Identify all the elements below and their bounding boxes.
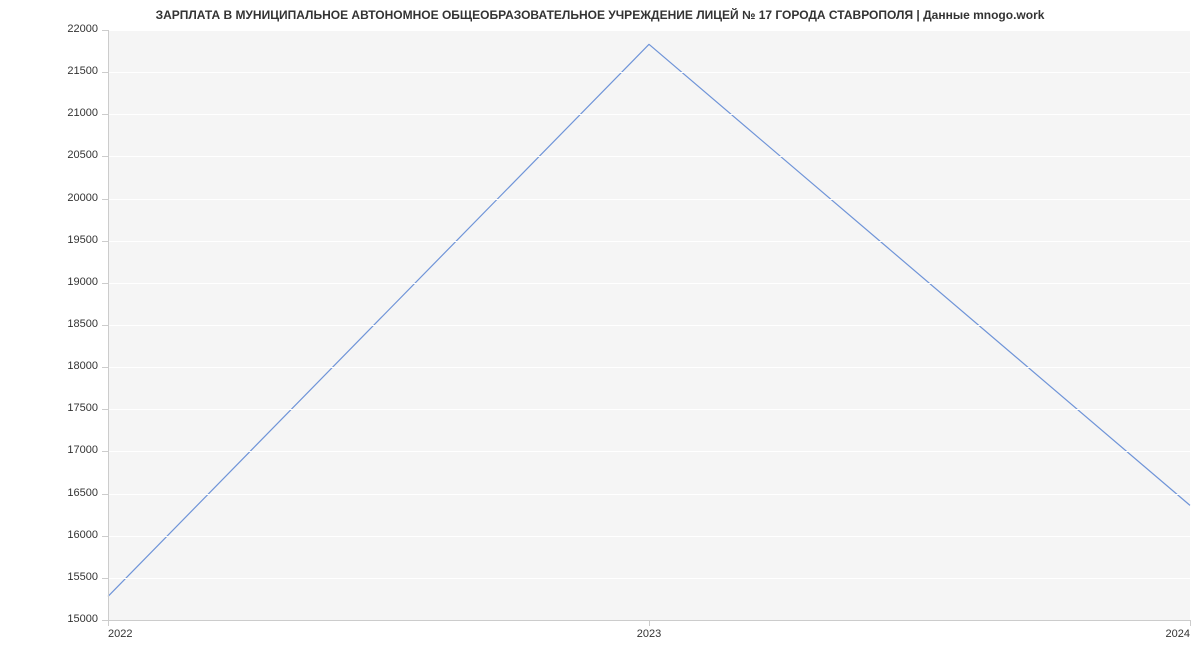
y-tick-label: 18500 bbox=[0, 318, 98, 330]
x-tick-label: 2022 bbox=[108, 628, 188, 640]
x-tick-label: 2023 bbox=[609, 628, 689, 640]
y-tick-label: 21000 bbox=[0, 107, 98, 119]
y-tick-label: 17000 bbox=[0, 444, 98, 456]
y-tick-label: 15500 bbox=[0, 571, 98, 583]
x-tick-mark bbox=[108, 620, 109, 626]
grid-line bbox=[108, 72, 1190, 73]
y-tick-label: 15000 bbox=[0, 613, 98, 625]
y-tick-label: 17500 bbox=[0, 402, 98, 414]
grid-line bbox=[108, 114, 1190, 115]
x-tick-mark bbox=[1190, 620, 1191, 626]
grid-line bbox=[108, 325, 1190, 326]
grid-line bbox=[108, 409, 1190, 410]
y-axis-line bbox=[108, 30, 109, 620]
grid-line bbox=[108, 451, 1190, 452]
grid-line bbox=[108, 283, 1190, 284]
grid-line bbox=[108, 494, 1190, 495]
grid-line bbox=[108, 578, 1190, 579]
y-tick-label: 19000 bbox=[0, 276, 98, 288]
grid-line bbox=[108, 367, 1190, 368]
grid-line bbox=[108, 30, 1190, 31]
grid-line bbox=[108, 536, 1190, 537]
y-tick-label: 20000 bbox=[0, 192, 98, 204]
y-tick-label: 21500 bbox=[0, 65, 98, 77]
chart-container: ЗАРПЛАТА В МУНИЦИПАЛЬНОЕ АВТОНОМНОЕ ОБЩЕ… bbox=[0, 0, 1200, 650]
y-tick-label: 16500 bbox=[0, 487, 98, 499]
y-tick-label: 18000 bbox=[0, 360, 98, 372]
series-line bbox=[108, 44, 1190, 596]
y-tick-label: 19500 bbox=[0, 234, 98, 246]
y-tick-label: 20500 bbox=[0, 149, 98, 161]
grid-line bbox=[108, 199, 1190, 200]
y-tick-label: 22000 bbox=[0, 23, 98, 35]
x-tick-mark bbox=[649, 620, 650, 626]
grid-line bbox=[108, 241, 1190, 242]
grid-line bbox=[108, 156, 1190, 157]
y-tick-label: 16000 bbox=[0, 529, 98, 541]
x-tick-label: 2024 bbox=[1110, 628, 1190, 640]
